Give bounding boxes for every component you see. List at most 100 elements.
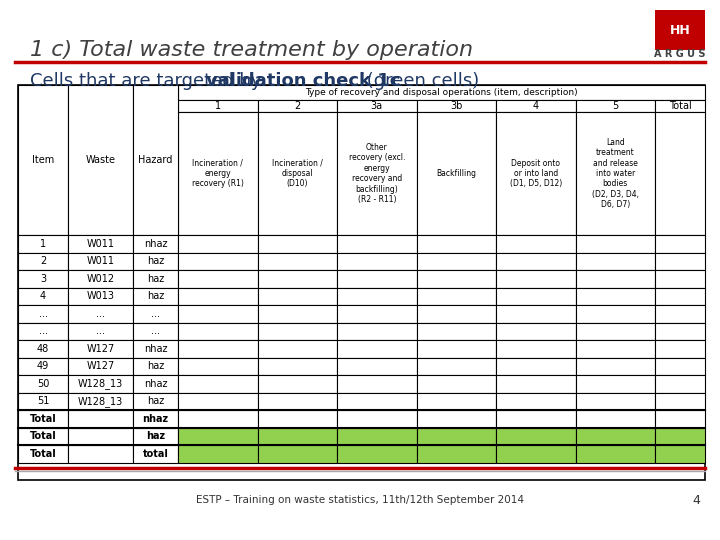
Bar [575,357,655,375]
Bar [18,357,68,375]
Bar [178,235,258,253]
Text: W127: W127 [86,361,114,372]
Text: 4: 4 [692,494,700,507]
Text: nhaz: nhaz [144,239,167,249]
Text: haz: haz [147,274,164,284]
Bar [496,428,575,445]
Text: W011: W011 [86,256,114,266]
Bar [133,445,178,462]
Bar [496,253,575,270]
Bar [337,322,416,340]
Bar [178,287,258,305]
Bar [496,340,575,357]
Bar [575,112,655,235]
Bar [337,393,416,410]
Bar [18,85,705,480]
Bar [178,85,705,100]
Text: 3a: 3a [371,101,383,111]
Bar [68,428,133,445]
Text: (green cells): (green cells) [361,72,480,90]
Bar [575,428,655,445]
Bar [337,410,416,428]
Text: Incineration /
energy
recovery (R1): Incineration / energy recovery (R1) [192,159,243,188]
Bar [416,445,496,462]
Text: 2: 2 [294,101,300,111]
Bar [416,340,496,357]
Bar [575,253,655,270]
Text: W127: W127 [86,344,114,354]
Text: ...: ... [151,309,160,319]
Bar [337,100,416,112]
Bar [496,112,575,235]
Text: W128_13: W128_13 [78,396,123,407]
Bar [68,357,133,375]
Text: nhaz: nhaz [144,379,167,389]
Bar [178,340,258,357]
Bar [416,305,496,322]
Bar [655,340,705,357]
Text: total: total [143,449,168,459]
Text: Type of recovery and disposal operations (item, description): Type of recovery and disposal operations… [305,88,578,97]
Bar [258,112,337,235]
Bar [133,322,178,340]
Bar [133,270,178,287]
Bar [337,357,416,375]
Text: haz: haz [147,256,164,266]
Bar [178,100,258,112]
Bar [18,85,68,235]
Text: haz: haz [146,431,165,441]
Text: 1: 1 [215,101,221,111]
Text: Backfilling: Backfilling [436,169,476,178]
Bar [496,305,575,322]
Text: ...: ... [151,326,160,336]
Bar [575,287,655,305]
Text: haz: haz [147,396,164,406]
Bar [68,235,133,253]
Bar [416,357,496,375]
Text: Total: Total [669,101,691,111]
Bar [416,235,496,253]
Text: HH: HH [670,24,690,37]
Bar [178,357,258,375]
Bar [258,445,337,462]
Bar [18,235,68,253]
Bar [68,340,133,357]
Text: Other
recovery (excl.
energy
recovery and
backfilling)
(R2 - R11): Other recovery (excl. energy recovery an… [348,143,405,204]
Text: ESTP – Training on waste statistics, 11th/12th September 2014: ESTP – Training on waste statistics, 11t… [196,495,524,505]
Bar [655,270,705,287]
Bar [416,393,496,410]
Bar [133,287,178,305]
Bar [133,428,178,445]
Bar [258,428,337,445]
Bar [416,410,496,428]
Bar [178,270,258,287]
Bar [655,410,705,428]
Bar [337,340,416,357]
Bar [655,375,705,393]
Bar [337,287,416,305]
Bar [655,253,705,270]
Text: 3b: 3b [450,101,462,111]
Text: 49: 49 [37,361,49,372]
Bar [18,375,68,393]
Text: nhaz: nhaz [143,414,168,424]
Bar [18,410,68,428]
Bar [575,445,655,462]
Text: Total: Total [30,449,56,459]
Bar [496,287,575,305]
Bar [416,112,496,235]
Text: Item: Item [32,155,54,165]
Bar [258,322,337,340]
Bar [68,322,133,340]
Bar [258,100,337,112]
Bar [133,253,178,270]
Text: Hazard: Hazard [138,155,173,165]
Bar [258,340,337,357]
Bar [655,357,705,375]
Text: 48: 48 [37,344,49,354]
Bar [18,445,68,462]
Bar [18,393,68,410]
Bar [496,270,575,287]
Text: Incineration /
disposal
(D10): Incineration / disposal (D10) [272,159,323,188]
Bar [178,445,258,462]
